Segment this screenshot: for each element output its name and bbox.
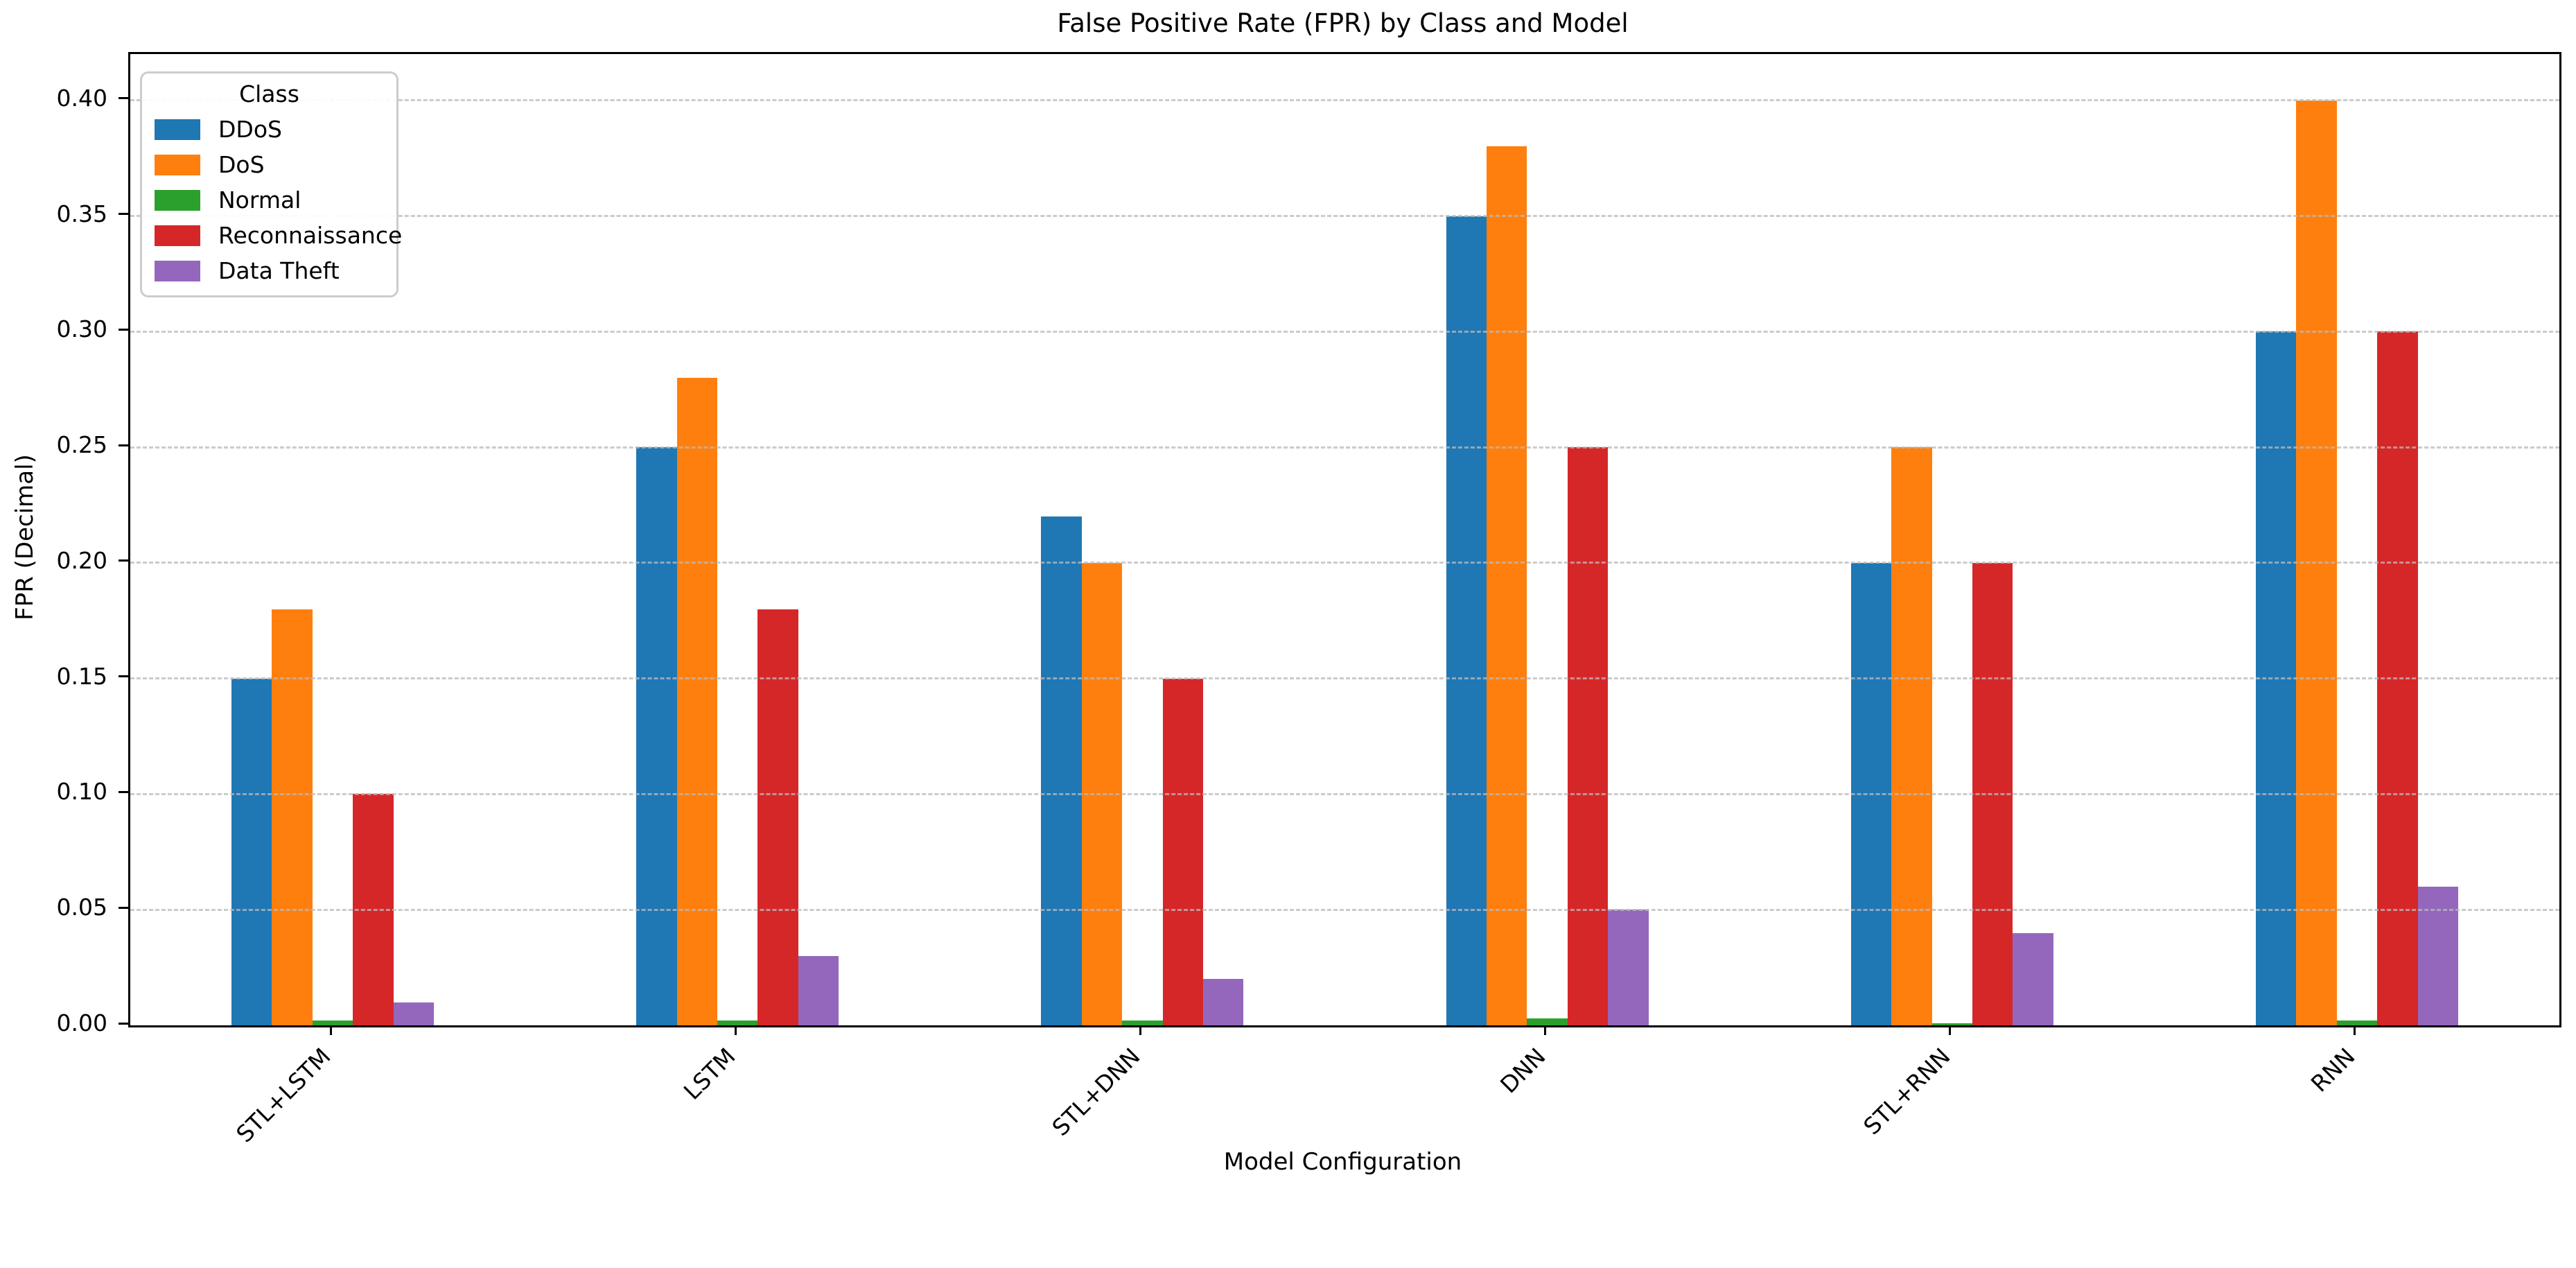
legend-label: Reconnaissance <box>218 222 403 249</box>
bar-reconnaissance-stl+rnn <box>1972 562 2013 1025</box>
ytick-mark-0.40 <box>119 97 128 100</box>
legend-label: Normal <box>218 186 301 214</box>
legend-entries: DDoS DoS Normal Reconnaissance Data Theft <box>155 116 402 284</box>
legend-entry-dos: DoS <box>155 151 384 178</box>
gridline-0.25 <box>130 446 2559 449</box>
bar-normal-dnn <box>1527 1018 1568 1025</box>
ytick-label-0.15: 0.15 <box>56 662 107 690</box>
gridline-0.10 <box>130 792 2559 795</box>
ytick-label-0.30: 0.30 <box>56 315 107 343</box>
bar-dos-dnn <box>1486 146 1527 1025</box>
bar-normal-lstm <box>717 1021 758 1025</box>
figure: False Positive Rate (FPR) by Class and M… <box>11 8 2561 1176</box>
bar-data-theft-stl+dnn <box>1203 979 1244 1025</box>
bar-reconnaissance-stl+lstm <box>353 794 394 1025</box>
ytick-mark-0.20 <box>119 559 128 562</box>
bar-reconnaissance-stl+dnn <box>1162 678 1204 1025</box>
bar-dos-stl+rnn <box>1891 447 1932 1025</box>
chart-title: False Positive Rate (FPR) by Class and M… <box>1057 8 1629 38</box>
legend: Class DDoS DoS Normal Reconnaissance Data Th… <box>140 71 402 297</box>
bar-normal-stl+lstm <box>312 1021 353 1025</box>
bar-data-theft-rnn <box>2417 886 2458 1025</box>
legend-label: DDoS <box>218 116 282 143</box>
bar-dos-stl+lstm <box>272 609 313 1025</box>
bar-ddos-rnn <box>2255 331 2297 1025</box>
ytick-mark-0.00 <box>119 1022 128 1025</box>
ytick-label-0.05: 0.05 <box>56 894 107 921</box>
ytick-mark-0.35 <box>119 213 128 215</box>
bar-reconnaissance-dnn <box>1567 447 1609 1025</box>
xtick-mark-lstm <box>734 1025 737 1035</box>
legend-swatch-icon <box>155 189 200 211</box>
gridline-0.40 <box>130 99 2559 102</box>
ytick-label-0.00: 0.00 <box>56 1009 107 1036</box>
gridline-0.05 <box>130 908 2559 911</box>
bar-data-theft-stl+lstm <box>393 1002 435 1025</box>
bar-normal-stl+rnn <box>1931 1023 1972 1025</box>
bar-data-theft-lstm <box>798 955 839 1025</box>
bar-normal-stl+dnn <box>1122 1021 1163 1025</box>
xtick-mark-rnn <box>2354 1025 2356 1035</box>
gridline-0.35 <box>130 215 2559 217</box>
bar-dos-lstm <box>676 378 718 1025</box>
legend-label: DoS <box>218 151 265 178</box>
legend-swatch-icon <box>155 154 200 175</box>
ytick-label-0.40: 0.40 <box>56 84 107 112</box>
xtick-mark-stl+rnn <box>1949 1025 1952 1035</box>
bar-dos-rnn <box>2296 100 2337 1025</box>
bar-data-theft-dnn <box>1608 910 1649 1025</box>
xtick-mark-stl+dnn <box>1139 1025 1141 1035</box>
legend-title: Class <box>239 80 299 107</box>
legend-swatch-icon <box>155 260 200 281</box>
ytick-mark-0.05 <box>119 906 128 909</box>
legend-entry-normal: Normal <box>155 186 384 214</box>
bar-ddos-lstm <box>636 447 677 1025</box>
ytick-mark-0.30 <box>119 328 128 331</box>
legend-swatch-icon <box>155 119 200 140</box>
legend-entry-data-theft: Data Theft <box>155 257 384 284</box>
ytick-mark-0.25 <box>119 444 128 446</box>
xtick-mark-stl+lstm <box>329 1025 332 1035</box>
bar-ddos-dnn <box>1446 216 1487 1025</box>
ytick-mark-0.10 <box>119 790 128 793</box>
legend-swatch-icon <box>155 225 200 246</box>
bar-ddos-stl+rnn <box>1850 562 1892 1025</box>
bar-normal-rnn <box>2336 1021 2378 1025</box>
gridline-0.30 <box>130 330 2559 333</box>
ytick-label-0.10: 0.10 <box>56 778 107 806</box>
bar-reconnaissance-lstm <box>757 609 798 1025</box>
xtick-mark-dnn <box>1544 1025 1547 1035</box>
bar-dos-stl+dnn <box>1081 562 1123 1025</box>
bar-reconnaissance-rnn <box>2377 331 2418 1025</box>
legend-label: Data Theft <box>218 257 340 284</box>
bar-ddos-stl+lstm <box>231 678 272 1025</box>
gridline-0.15 <box>130 677 2559 680</box>
ytick-label-0.20: 0.20 <box>56 546 107 574</box>
ytick-mark-0.15 <box>119 675 128 678</box>
ytick-label-0.35: 0.35 <box>56 200 107 227</box>
plot-area <box>128 52 2561 1027</box>
bar-data-theft-stl+rnn <box>2013 932 2053 1025</box>
bar-ddos-stl+dnn <box>1041 516 1082 1025</box>
ytick-label-0.25: 0.25 <box>56 431 107 459</box>
x-axis-label: Model Configuration <box>1223 1148 1462 1176</box>
legend-entry-ddos: DDoS <box>155 116 384 143</box>
gridline-0.20 <box>130 562 2559 564</box>
legend-entry-reconnaissance: Reconnaissance <box>155 222 402 249</box>
y-axis-label: FPR (Decimal) <box>11 454 39 620</box>
